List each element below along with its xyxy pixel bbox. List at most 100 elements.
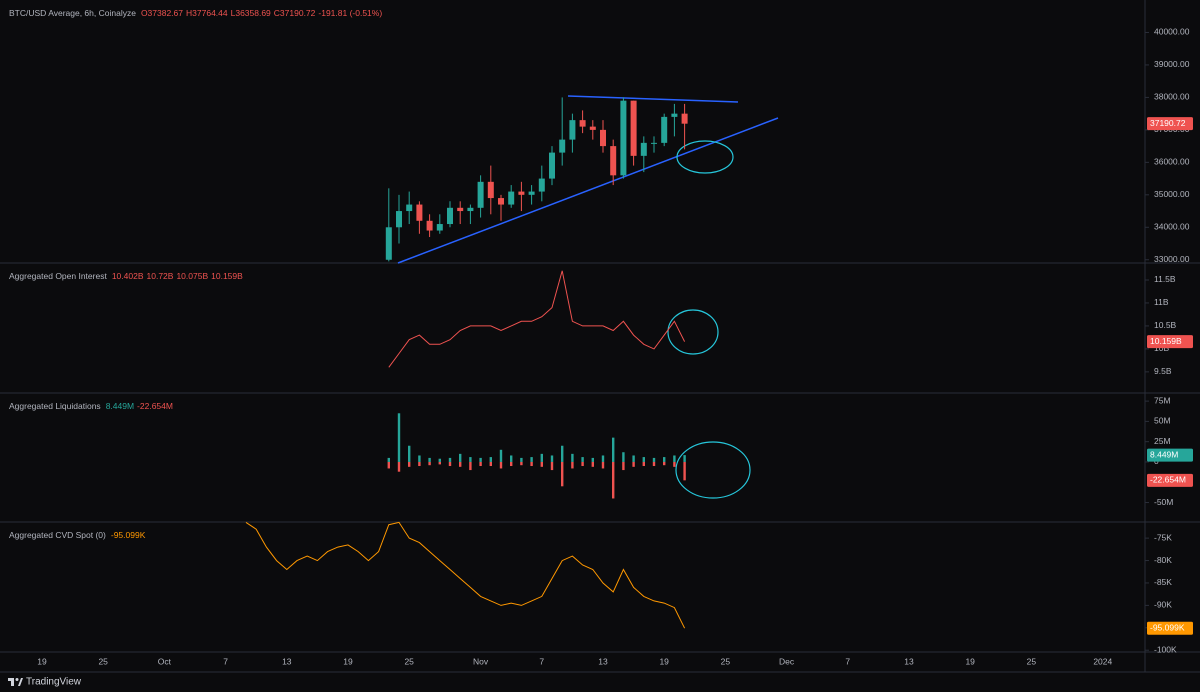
series-line: [388, 270, 686, 368]
brand-name: TradingView: [26, 677, 82, 688]
liquidation-bar: [489, 457, 492, 462]
x-tick-label: 13: [282, 656, 292, 666]
x-tick-label: 25: [721, 656, 731, 666]
x-tick-label: 19: [965, 656, 975, 666]
legend-value: 10.075B: [176, 271, 208, 281]
pane-legend: Aggregated CVD Spot (0) -95.099K: [9, 530, 146, 540]
liquidation-bar: [673, 455, 676, 462]
y-tick-label: 10.5B: [1154, 320, 1177, 330]
last-value-label: 37190.72: [1150, 118, 1186, 128]
y-tick-label: 38000.00: [1154, 92, 1190, 102]
y-tick-label: 40000.00: [1154, 27, 1190, 37]
y-tick-label: 10B: [1154, 343, 1169, 353]
liquidation-bar: [520, 457, 523, 462]
liquidation-bar: [581, 457, 584, 462]
last-value-box: [1147, 621, 1193, 635]
liquidation-bar: [642, 461, 645, 467]
y-tick-label: 33000.00: [1154, 254, 1190, 264]
legend-value: -22.654M: [137, 401, 173, 411]
candle-body: [457, 207, 464, 212]
liquidation-bar: [469, 457, 472, 462]
liquidation-bar: [550, 461, 554, 471]
liquidation-bar: [663, 461, 666, 466]
y-tick-label: -85K: [1154, 577, 1172, 587]
candle-body: [477, 181, 484, 208]
liquidation-bar: [591, 461, 594, 467]
legend-value: C37190.72: [274, 8, 316, 18]
x-tick-label: 7: [845, 656, 850, 666]
liquidation-bar: [530, 457, 533, 462]
candle-body: [487, 181, 494, 199]
x-tick-label: 13: [904, 656, 914, 666]
liquidation-bar: [683, 461, 686, 481]
liquidation-bar: [510, 455, 513, 462]
legend-value: L36358.69: [231, 8, 271, 18]
liquidation-bar: [459, 461, 462, 467]
pane-title: BTC/USD Average, 6h, Coinalyze: [9, 8, 136, 18]
liquidation-bar: [612, 437, 615, 462]
y-tick-label: -50M: [1154, 497, 1173, 507]
logo-part: [11, 678, 14, 686]
logo-part: [18, 678, 23, 686]
y-tick-label: 11.5B: [1154, 274, 1176, 284]
y-tick-label: -90K: [1154, 600, 1172, 610]
liquidation-bar: [540, 453, 543, 462]
candle-body: [640, 142, 647, 156]
liquidation-bar: [510, 461, 513, 467]
x-tick-label: 25: [98, 656, 108, 666]
last-value-label: 10.159B: [1150, 336, 1182, 346]
liquidation-bar: [652, 461, 656, 467]
x-tick-label: 13: [598, 656, 608, 666]
last-value-label: -95.099K: [1150, 622, 1185, 632]
candle-body: [498, 198, 504, 205]
candle-body: [508, 191, 515, 205]
last-value-box: [1147, 117, 1193, 131]
liquidation-bar: [459, 453, 462, 462]
liquidation-bar: [622, 452, 625, 462]
candle-body: [589, 126, 596, 130]
liquidation-bar: [418, 455, 421, 462]
candle-body: [406, 204, 413, 212]
candle-body: [569, 120, 576, 140]
liquidation-bar: [428, 457, 431, 462]
x-tick-label: 19: [343, 656, 353, 666]
brand-logo: [8, 678, 23, 686]
candle-body: [579, 120, 586, 127]
liquidation-bar: [499, 449, 503, 462]
y-tick-label: 35000.00: [1154, 189, 1190, 199]
liquidation-bar: [601, 455, 605, 462]
liquidation-bar: [550, 455, 554, 462]
liquidation-bar: [448, 461, 452, 467]
liquidation-bar: [571, 461, 574, 469]
liquidation-bar: [673, 461, 676, 467]
x-tick-label: 19: [37, 656, 47, 666]
liquidation-bar: [520, 461, 523, 466]
x-tick-label: 2024: [1093, 656, 1112, 666]
x-tick-label: Oct: [158, 656, 172, 666]
y-tick-label: 39000.00: [1154, 59, 1190, 69]
x-tick-label: 19: [659, 656, 669, 666]
last-value-box: [1147, 335, 1193, 349]
candle-body: [528, 191, 535, 195]
liquidation-bar: [581, 461, 584, 467]
liquidation-bar: [408, 461, 411, 467]
legend-value: 10.159B: [211, 271, 243, 281]
legend-value: 8.449M: [106, 401, 134, 411]
candle-body: [671, 113, 678, 117]
legend-value: -191.81 (-0.51%): [318, 8, 382, 18]
x-tick-label: 7: [223, 656, 228, 666]
legend-value: 10.72B: [147, 271, 174, 281]
liquidation-bar: [663, 457, 666, 462]
liquidation-bar: [642, 457, 645, 462]
pane-title: Aggregated Liquidations: [9, 401, 101, 411]
y-tick-label: 50M: [1154, 416, 1171, 426]
liquidation-bar: [540, 461, 543, 467]
x-tick-label: Nov: [473, 656, 489, 666]
x-tick-label: 7: [539, 656, 544, 666]
pane-legend: Aggregated Open Interest 10.402B 10.72B 10.…: [9, 271, 243, 281]
pane-title: Aggregated Open Interest: [9, 271, 107, 281]
liquidation-bar: [652, 457, 656, 462]
